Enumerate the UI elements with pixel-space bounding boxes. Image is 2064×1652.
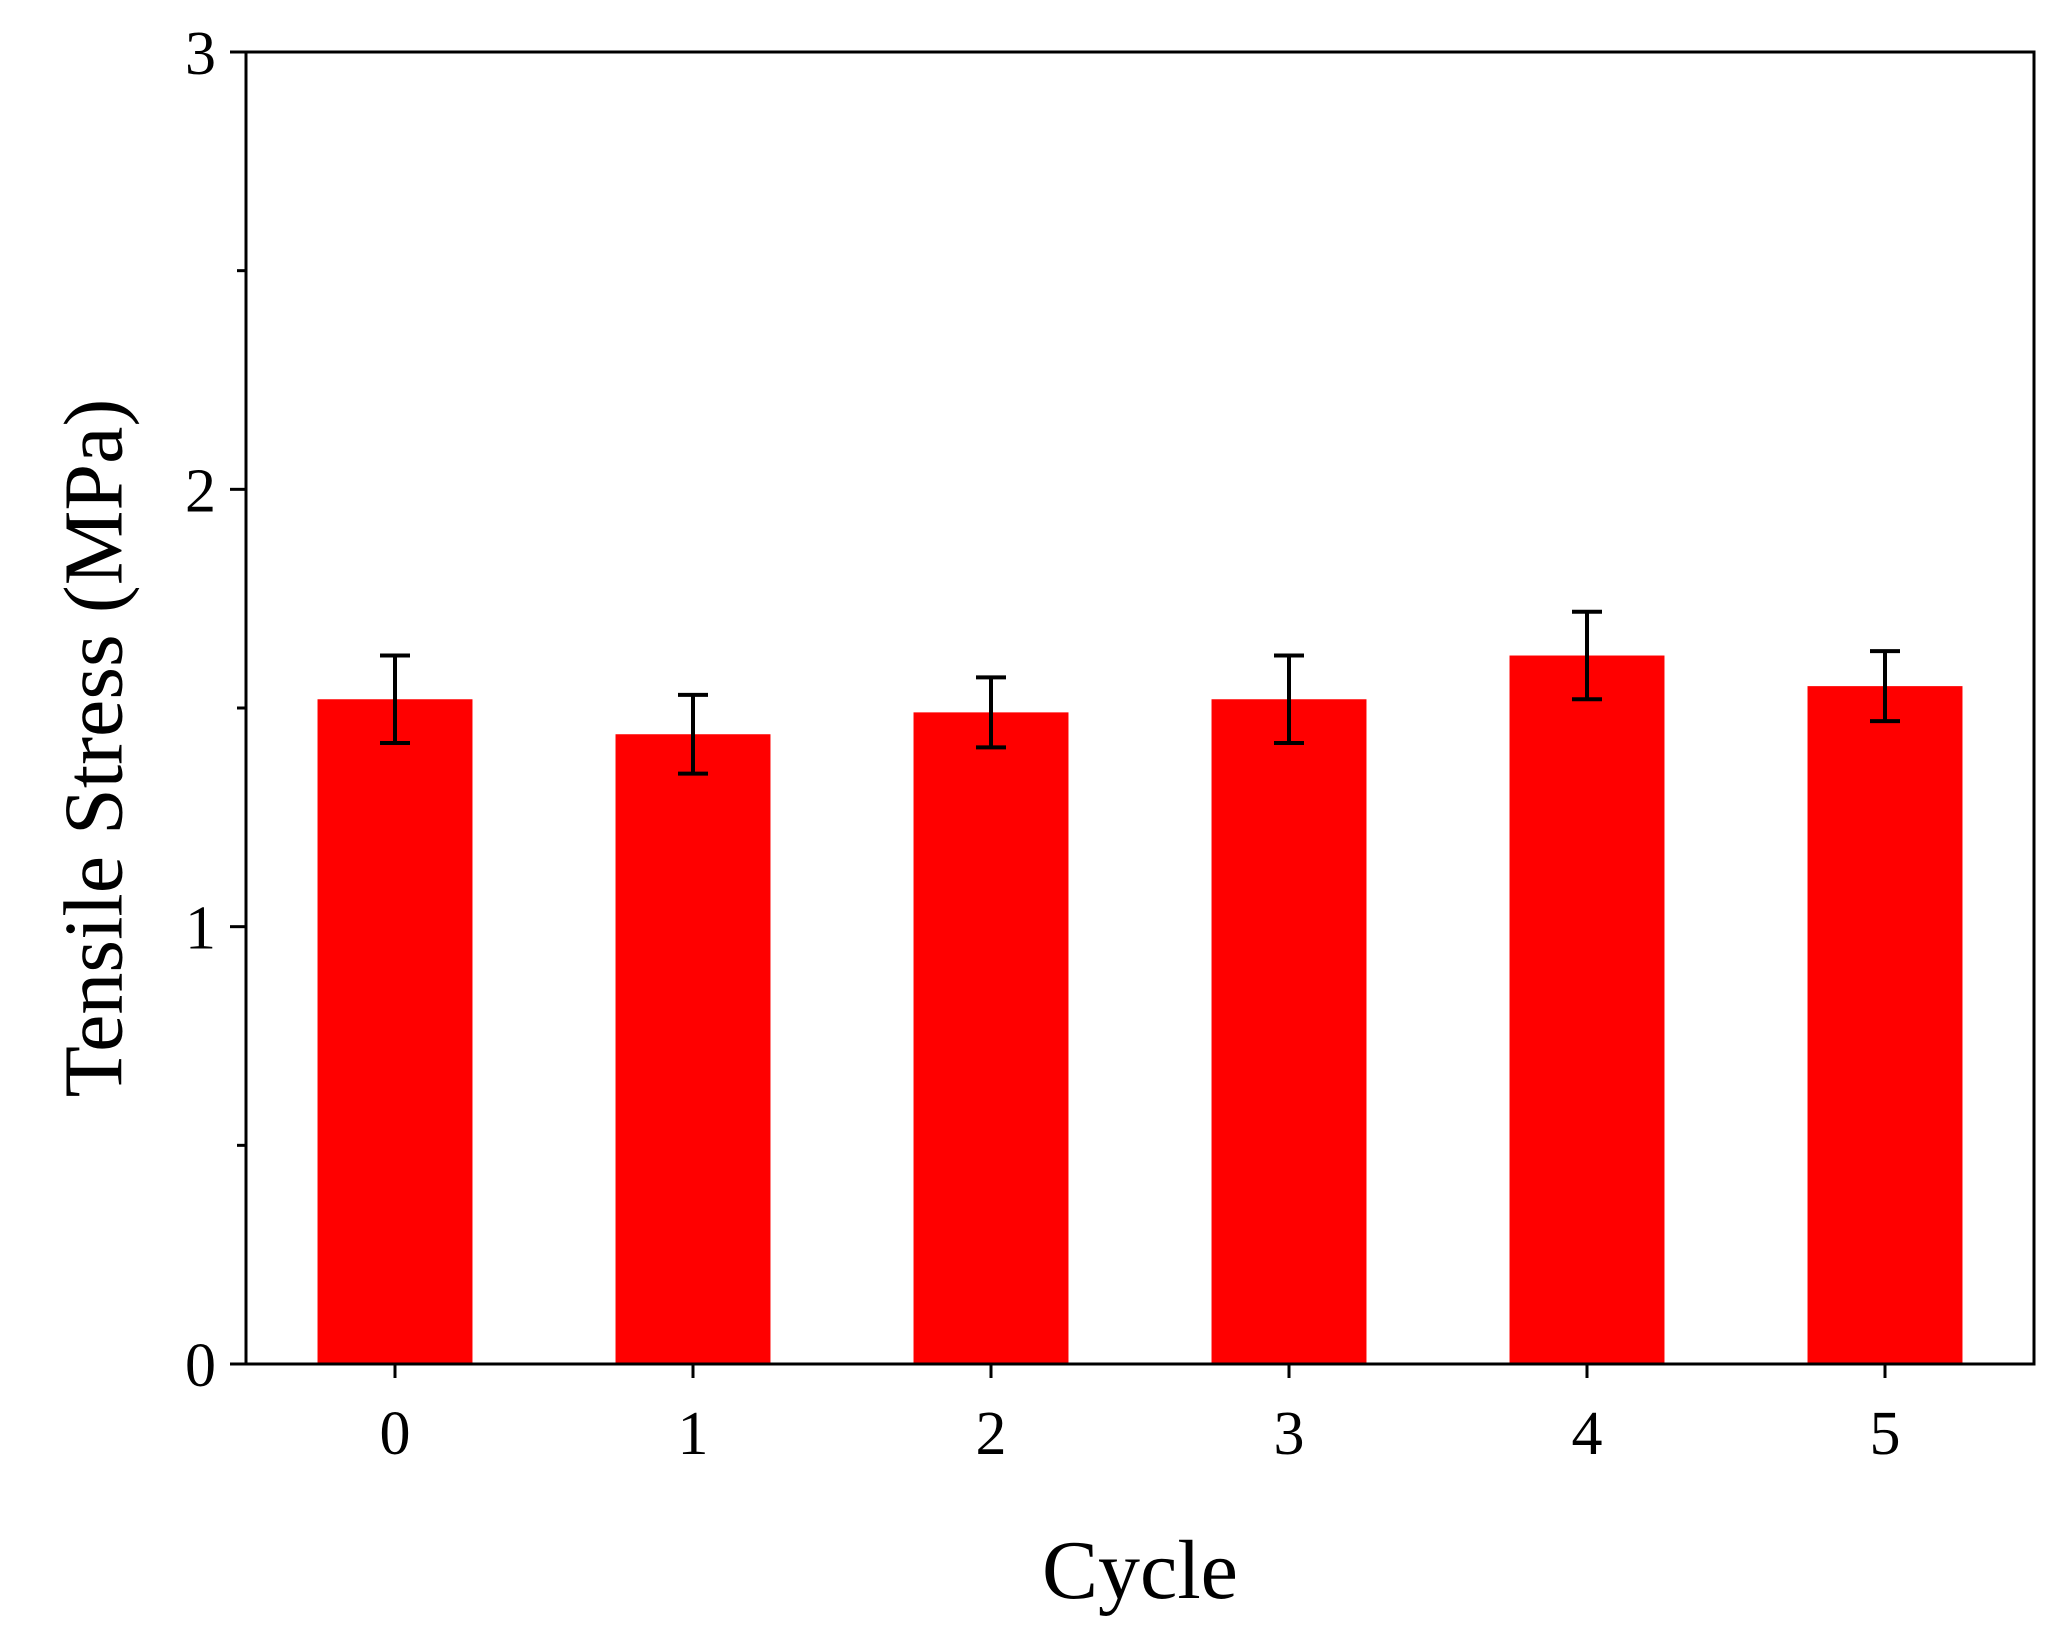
error-bar-0 — [380, 653, 410, 745]
x-tick-label-2: 2 — [976, 1400, 1007, 1468]
bar-4 — [1509, 655, 1665, 1364]
error-bar-1 — [678, 692, 708, 776]
error-bar-2 — [976, 675, 1006, 750]
x-tick-label-5: 5 — [1870, 1400, 1901, 1468]
bar-1 — [615, 734, 771, 1364]
bar-0 — [317, 699, 473, 1364]
error-bar-3 — [1274, 653, 1304, 745]
x-tick-label-3: 3 — [1274, 1400, 1305, 1468]
y-tick-label-3: 3 — [185, 20, 216, 88]
y-tick-label-2: 2 — [185, 457, 216, 525]
y-tick-label-0: 0 — [185, 1332, 216, 1400]
x-tick-label-1: 1 — [678, 1400, 709, 1468]
error-bar-5 — [1870, 649, 1900, 724]
bar-2 — [913, 712, 1069, 1364]
y-axis: 0 1 2 3 — [185, 20, 246, 1400]
x-axis: 0 1 2 3 4 5 — [380, 1364, 1901, 1468]
y-tick-label-1: 1 — [185, 895, 216, 963]
bar-3 — [1211, 699, 1367, 1364]
x-tick-label-0: 0 — [380, 1400, 411, 1468]
error-bars-group — [380, 609, 1900, 776]
error-bar-4 — [1572, 609, 1602, 702]
x-tick-label-4: 4 — [1572, 1400, 1603, 1468]
bars-group — [317, 655, 1963, 1364]
bar-5 — [1807, 686, 1963, 1364]
y-axis-label: Tensile Stress (MPa) — [47, 399, 140, 1098]
x-axis-label: Cycle — [1042, 1524, 1238, 1617]
